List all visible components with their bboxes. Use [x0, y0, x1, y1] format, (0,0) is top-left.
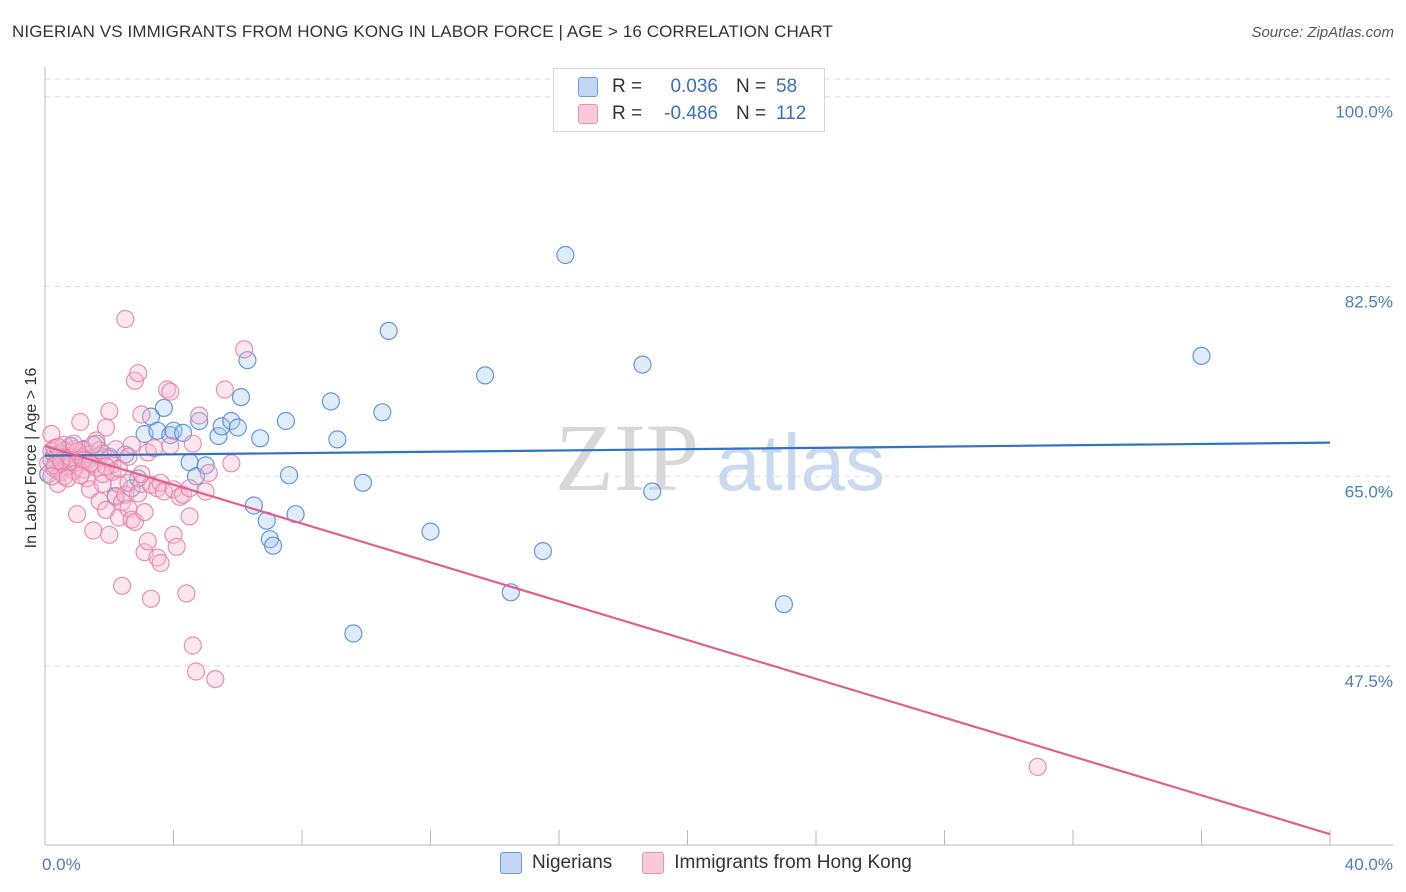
legend-r-value: -0.486 — [648, 103, 718, 125]
legend-swatch-blue — [578, 77, 598, 97]
point-nigerians — [644, 483, 661, 500]
legend-n-value: 112 — [776, 103, 806, 125]
legend-r-value: 0.036 — [648, 76, 718, 98]
watermark-atlas: atlas — [716, 418, 885, 507]
legend-n-value: 58 — [776, 76, 797, 98]
x-tick-label: 0.0% — [42, 855, 81, 874]
point-nigerians — [477, 367, 494, 384]
point-hong-kong — [43, 468, 60, 485]
y-axis-label: In Labor Force | Age > 16 — [23, 368, 40, 549]
legend-swatch-pink — [642, 852, 664, 874]
legend-row-hong-kong: R = -0.486 N = 112 — [578, 102, 806, 126]
point-hong-kong — [223, 455, 240, 472]
point-nigerians — [534, 543, 551, 560]
point-hong-kong — [65, 435, 82, 452]
series-legend: Nigerians Immigrants from Hong Kong — [500, 852, 942, 874]
legend-swatch-pink — [578, 104, 598, 124]
point-nigerians — [422, 523, 439, 540]
legend-item-hong-kong: Immigrants from Hong Kong — [642, 852, 912, 874]
point-hong-kong — [191, 407, 208, 424]
legend-swatch-blue — [500, 852, 522, 874]
point-hong-kong — [72, 414, 89, 431]
point-hong-kong — [207, 671, 224, 688]
point-nigerians — [557, 247, 574, 264]
point-hong-kong — [117, 311, 134, 328]
point-hong-kong — [152, 555, 169, 572]
point-nigerians — [374, 404, 391, 421]
point-nigerians — [229, 419, 246, 436]
point-hong-kong — [181, 508, 198, 525]
point-nigerians — [775, 596, 792, 613]
point-hong-kong — [120, 448, 137, 465]
y-tick-label: 100.0% — [1335, 103, 1393, 122]
gridlines — [45, 79, 1393, 666]
point-hong-kong — [162, 437, 179, 454]
point-hong-kong — [136, 504, 153, 521]
watermark: ZIP atlas — [555, 404, 885, 511]
point-hong-kong — [1029, 758, 1046, 775]
point-hong-kong — [101, 526, 118, 543]
legend-label-nigerians: Nigerians — [532, 852, 612, 874]
point-hong-kong — [216, 381, 233, 398]
point-hong-kong — [188, 663, 205, 680]
point-nigerians — [277, 413, 294, 430]
point-hong-kong — [139, 533, 156, 550]
legend-row-nigerians: R = 0.036 N = 58 — [578, 75, 797, 99]
point-nigerians — [155, 399, 172, 416]
y-tick-label: 65.0% — [1345, 482, 1393, 501]
point-hong-kong — [101, 403, 118, 420]
point-hong-kong — [85, 522, 102, 539]
point-nigerians — [322, 393, 339, 410]
point-hong-kong — [133, 406, 150, 423]
point-nigerians — [281, 467, 298, 484]
point-hong-kong — [200, 465, 217, 482]
x-tick-label: 40.0% — [1345, 855, 1393, 874]
legend-r-label: R = — [612, 76, 648, 98]
point-nigerians — [252, 430, 269, 447]
point-hong-kong — [114, 577, 131, 594]
y-tick-label: 82.5% — [1345, 292, 1393, 311]
point-nigerians — [233, 389, 250, 406]
point-hong-kong — [162, 383, 179, 400]
y-tick-label: 47.5% — [1345, 672, 1393, 691]
point-nigerians — [329, 431, 346, 448]
point-hong-kong — [178, 585, 195, 602]
point-hong-kong — [168, 538, 185, 555]
scatter-chart: ZIP atlas 47.5% 65.0% 82.5% 100.0% 0.0% 40.0%… — [0, 0, 1406, 892]
point-hong-kong — [72, 467, 89, 484]
point-nigerians — [355, 474, 372, 491]
point-nigerians — [634, 356, 651, 373]
watermark-zip: ZIP — [555, 404, 699, 511]
point-hong-kong — [98, 419, 115, 436]
point-hong-kong — [85, 436, 102, 453]
point-hong-kong — [130, 365, 147, 382]
legend-r-label: R = — [612, 103, 648, 125]
point-nigerians — [345, 625, 362, 642]
point-hong-kong — [143, 590, 160, 607]
point-nigerians — [1193, 347, 1210, 364]
point-nigerians — [380, 322, 397, 339]
legend-label-hong-kong: Immigrants from Hong Kong — [674, 852, 912, 874]
legend-item-nigerians: Nigerians — [500, 852, 612, 874]
point-hong-kong — [69, 506, 86, 523]
legend-n-label: N = — [736, 103, 776, 125]
point-hong-kong — [184, 435, 201, 452]
point-hong-kong — [236, 341, 253, 358]
correlation-legend: R = 0.036 N = 58 R = -0.486 N = 112 — [553, 68, 825, 132]
legend-n-label: N = — [736, 76, 776, 98]
point-nigerians — [265, 537, 282, 554]
point-hong-kong — [184, 637, 201, 654]
